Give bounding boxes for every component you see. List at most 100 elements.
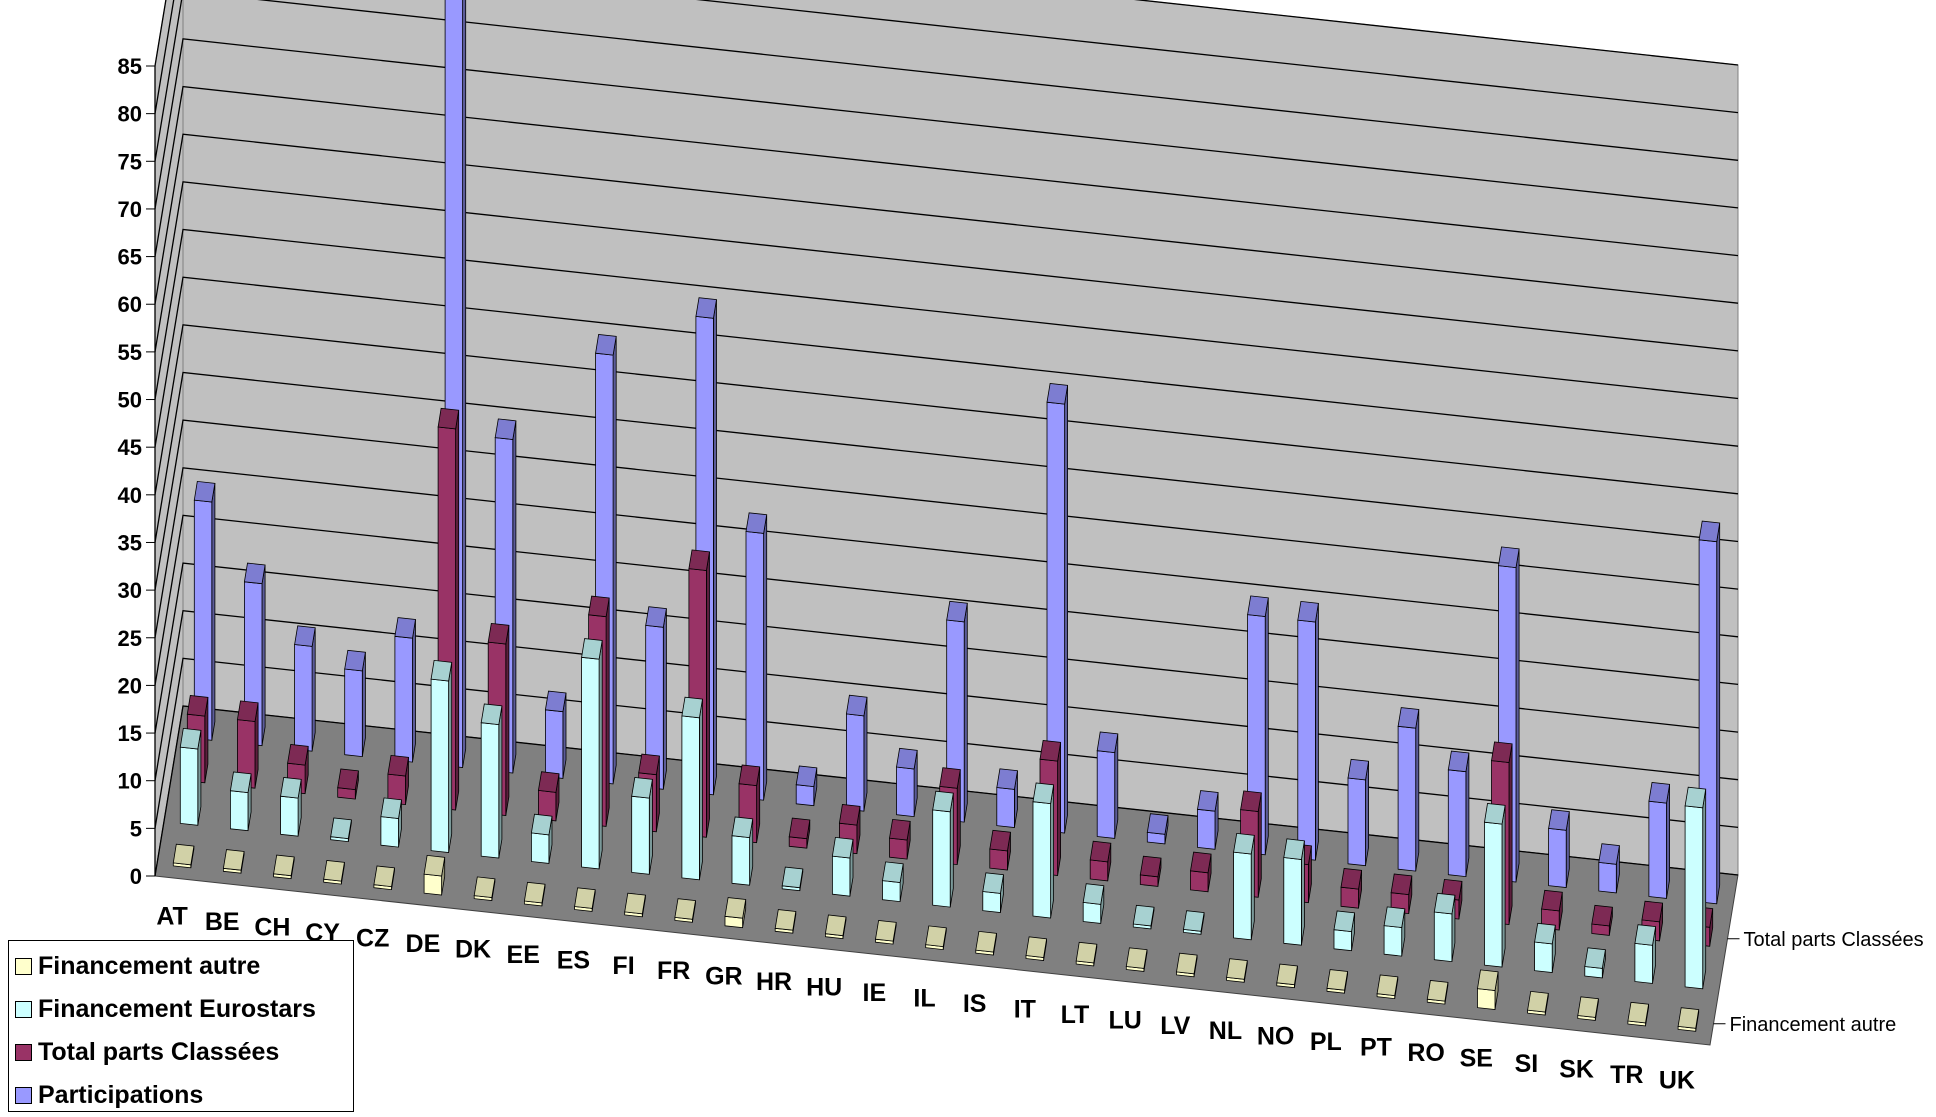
bar-front bbox=[344, 668, 363, 758]
bar-front bbox=[1684, 805, 1704, 990]
bar-top bbox=[1176, 952, 1198, 975]
bar bbox=[882, 861, 904, 903]
y-tick-label: 0 bbox=[130, 864, 142, 889]
bar-top bbox=[323, 860, 345, 882]
bar-top bbox=[588, 595, 610, 618]
bar-top bbox=[989, 829, 1011, 852]
bar bbox=[975, 930, 997, 956]
bar-top bbox=[387, 754, 409, 777]
bar bbox=[330, 817, 352, 843]
bar bbox=[323, 860, 345, 885]
bar-front bbox=[1477, 988, 1496, 1010]
y-tick-label: 60 bbox=[118, 292, 142, 317]
bar-top bbox=[1598, 843, 1620, 865]
bar-front bbox=[1032, 801, 1051, 919]
bar bbox=[480, 703, 503, 859]
bar bbox=[645, 606, 667, 790]
y-tick-label: 45 bbox=[118, 435, 142, 460]
bar-top bbox=[1226, 958, 1248, 980]
bar-top bbox=[1648, 782, 1671, 804]
bar bbox=[845, 694, 868, 812]
bar-front bbox=[1347, 777, 1366, 867]
bar-side bbox=[963, 603, 968, 823]
bar-front bbox=[1397, 725, 1417, 872]
bar-side bbox=[763, 514, 768, 801]
bar-side bbox=[605, 597, 610, 827]
bar bbox=[788, 817, 811, 849]
gridline bbox=[154, 0, 1739, 162]
bar-top bbox=[544, 690, 567, 713]
bar bbox=[544, 690, 567, 779]
bar-front bbox=[229, 790, 249, 832]
bar-top bbox=[1190, 851, 1212, 874]
bar bbox=[1183, 910, 1205, 935]
bar-side bbox=[1415, 709, 1420, 872]
bar bbox=[1591, 904, 1613, 936]
bar-top bbox=[1089, 840, 1112, 863]
bar-top bbox=[1247, 595, 1269, 617]
x-tick-label: NO bbox=[1257, 1023, 1295, 1051]
gridline bbox=[154, 276, 1739, 448]
bar bbox=[537, 771, 560, 822]
bar bbox=[1447, 750, 1470, 878]
bar-side bbox=[598, 640, 603, 869]
x-tick-label: IS bbox=[963, 990, 987, 1018]
bar-top bbox=[674, 898, 696, 920]
bar bbox=[1383, 906, 1406, 957]
bar-side bbox=[1264, 597, 1269, 855]
bar bbox=[1190, 851, 1212, 893]
bar-top bbox=[1627, 1001, 1650, 1024]
bar bbox=[1082, 883, 1105, 924]
bar-top bbox=[1498, 546, 1520, 569]
bar-top bbox=[1082, 883, 1105, 905]
bar-front bbox=[581, 656, 600, 870]
gridline bbox=[154, 609, 1739, 781]
bar bbox=[380, 797, 402, 848]
bar bbox=[222, 849, 245, 874]
bar-front bbox=[179, 746, 199, 826]
x-tick-label: GR bbox=[705, 963, 743, 991]
bar bbox=[344, 649, 366, 758]
bar-front bbox=[423, 873, 443, 896]
x-tick-label: FR bbox=[657, 957, 690, 985]
bar bbox=[1297, 600, 1319, 861]
bar-front bbox=[1096, 750, 1116, 839]
bar bbox=[387, 754, 409, 806]
x-tick-label: LT bbox=[1061, 1001, 1090, 1029]
y-tick-label: 20 bbox=[118, 673, 142, 698]
bar-front bbox=[1197, 808, 1216, 850]
bar bbox=[394, 617, 416, 763]
gridline bbox=[154, 228, 1739, 400]
bar-top bbox=[294, 625, 316, 647]
bar-front bbox=[1447, 769, 1467, 878]
gridline bbox=[154, 38, 1739, 210]
x-tick-label: IL bbox=[913, 985, 935, 1013]
bar-top bbox=[731, 816, 754, 839]
bar-top bbox=[287, 744, 309, 766]
legend-swatch bbox=[15, 1087, 32, 1104]
bar-front bbox=[745, 531, 764, 801]
bar-top bbox=[480, 703, 503, 726]
bar-top bbox=[487, 622, 510, 645]
bar bbox=[1426, 980, 1449, 1005]
bar-top bbox=[595, 334, 617, 356]
y-tick-label: 10 bbox=[118, 769, 142, 794]
bar-top bbox=[1032, 782, 1055, 805]
legend-label: Financement Eurostars bbox=[38, 995, 316, 1023]
bar-front bbox=[1333, 929, 1352, 952]
bar bbox=[473, 876, 496, 901]
y-tick-label: 15 bbox=[118, 721, 142, 746]
bar-side bbox=[662, 608, 667, 790]
bar bbox=[889, 818, 911, 860]
bar-top bbox=[1491, 741, 1513, 763]
bar bbox=[795, 765, 818, 807]
bar bbox=[1197, 790, 1219, 850]
bar-top bbox=[831, 836, 854, 859]
bar-top bbox=[638, 753, 660, 776]
bar-side bbox=[713, 299, 717, 795]
bar bbox=[1075, 941, 1098, 967]
bar-top bbox=[1677, 1007, 1700, 1029]
bar-top bbox=[996, 768, 1018, 790]
bar-top bbox=[1347, 758, 1370, 781]
bar bbox=[781, 866, 804, 892]
